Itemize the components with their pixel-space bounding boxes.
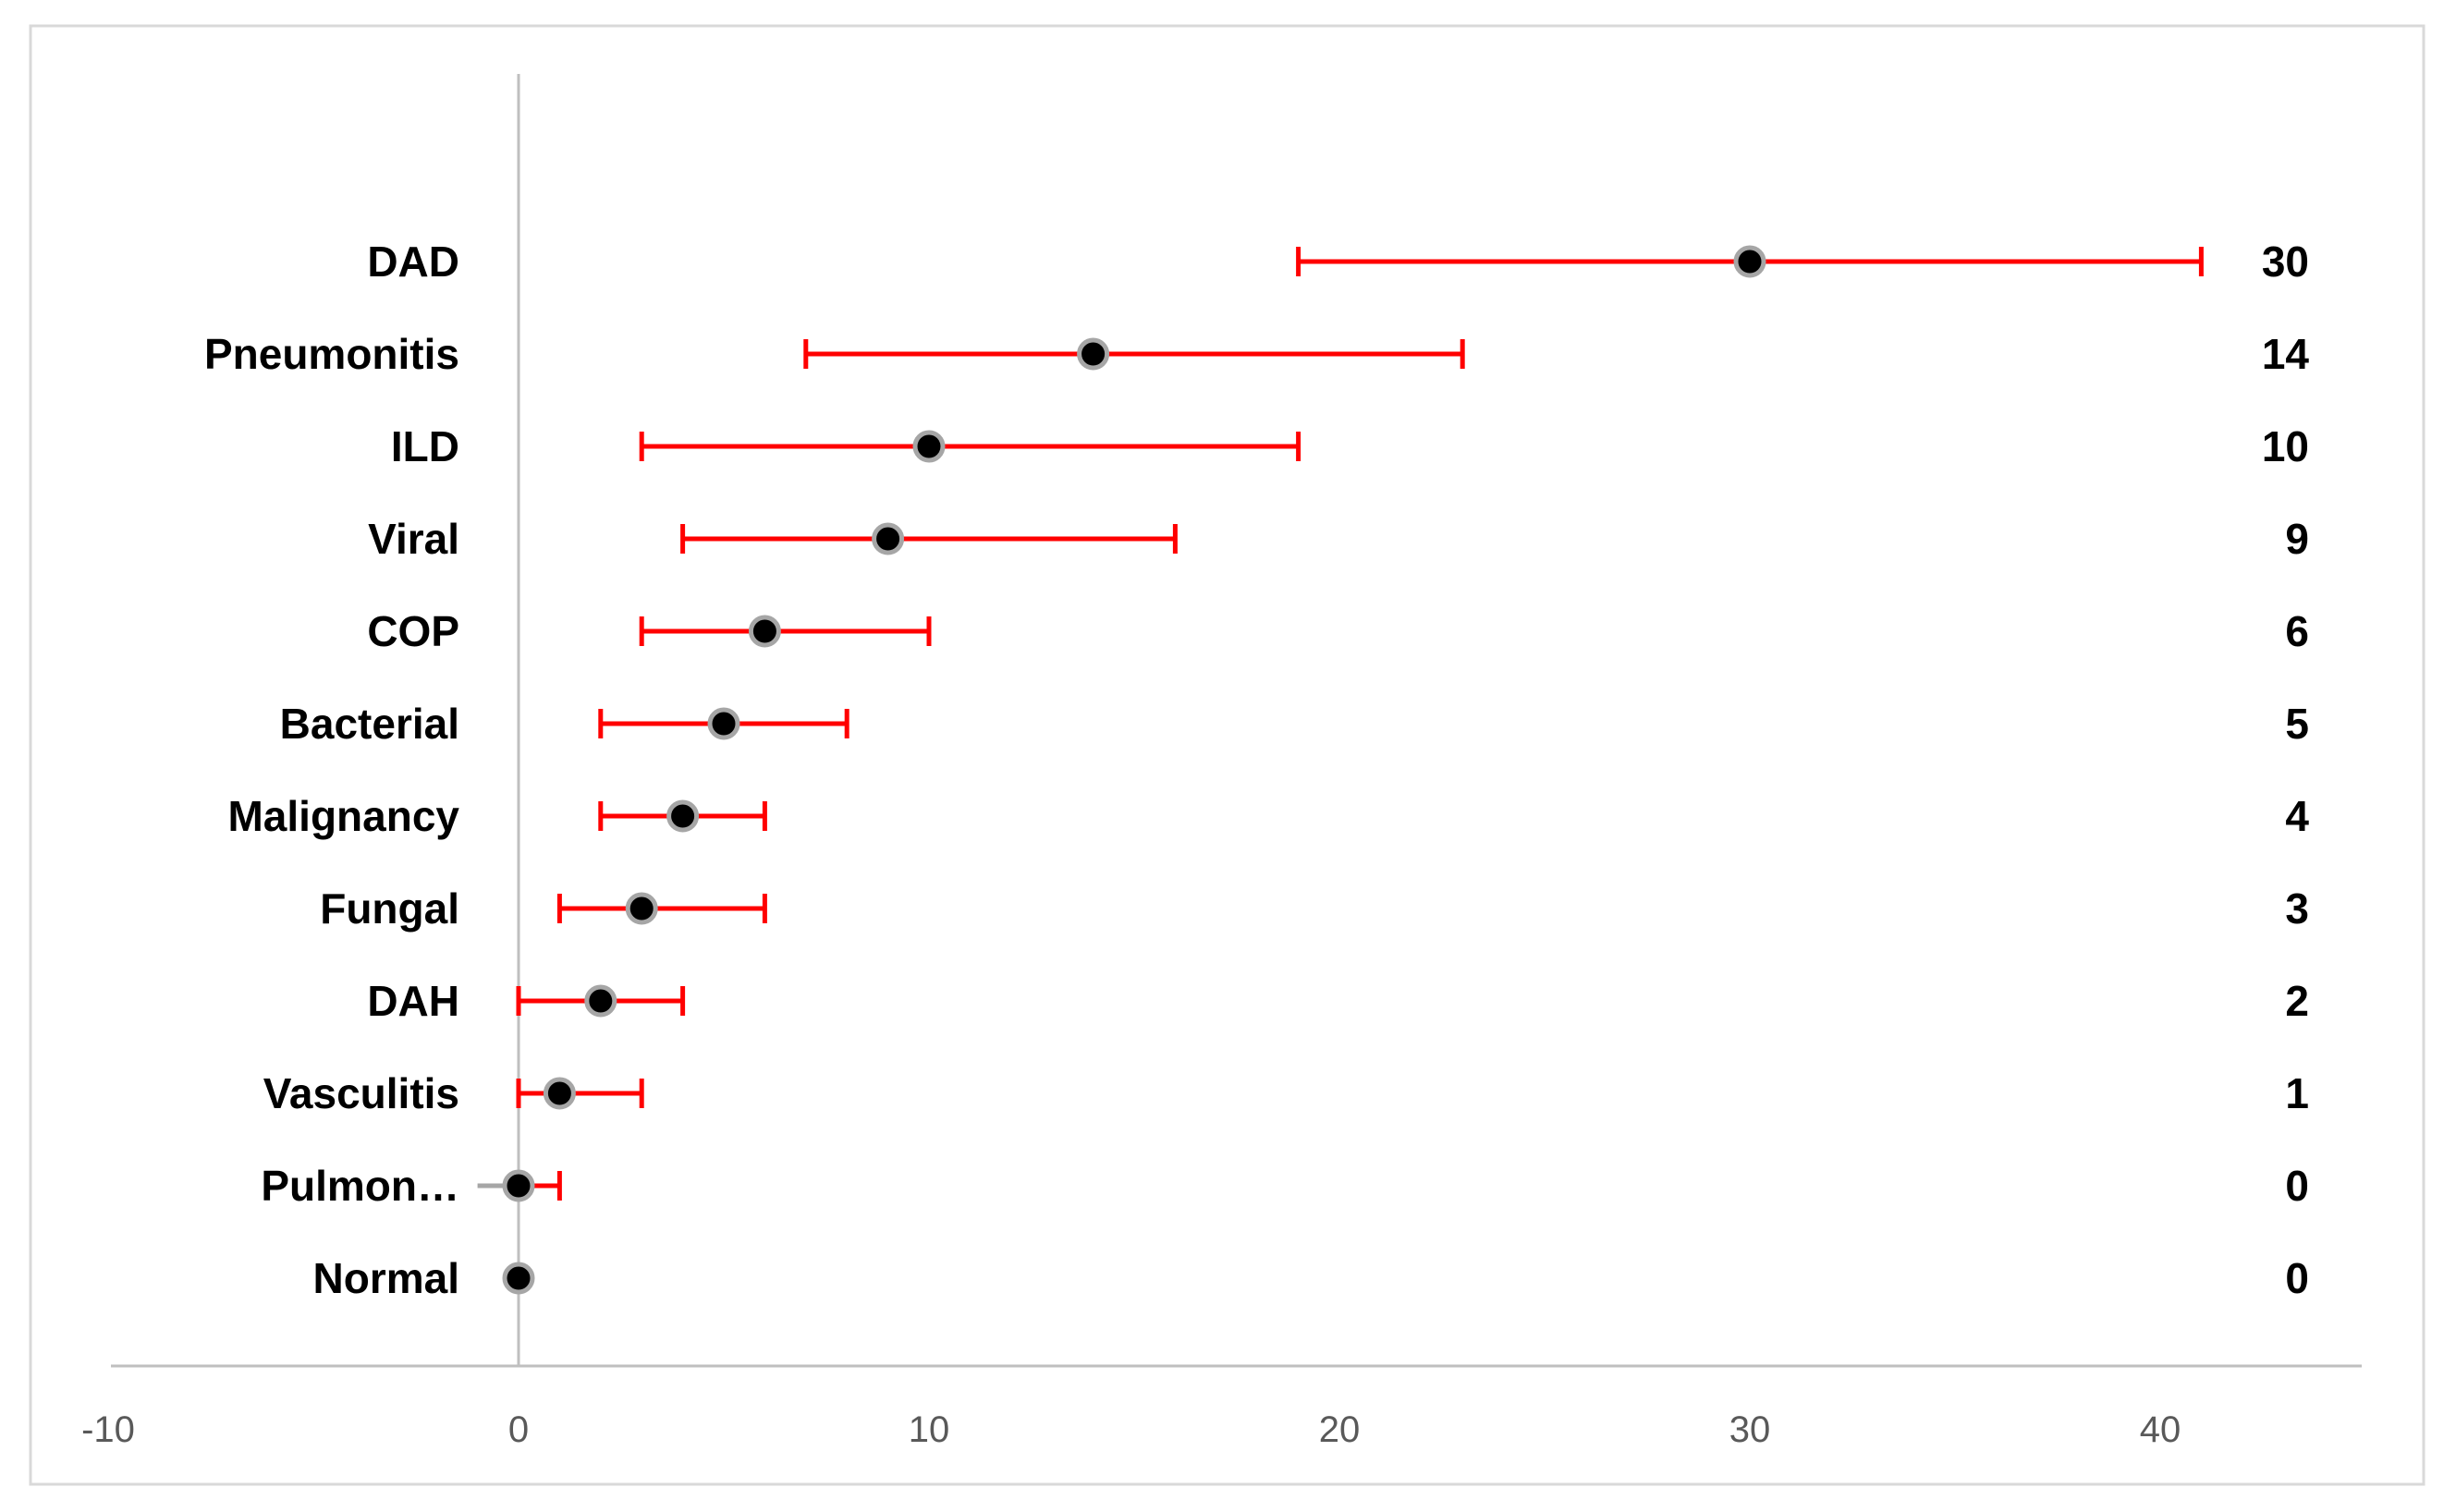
value-label: 4 [2285,792,2309,840]
data-point-marker [748,615,781,648]
data-point-marker [502,1262,535,1295]
data-point-marker [872,522,905,555]
category-label: Pneumonitis [204,330,459,378]
category-label: Pulmon… [261,1162,459,1210]
category-label: DAH [367,977,459,1025]
value-label: 1 [2285,1069,2309,1117]
value-label: 6 [2285,607,2309,655]
data-point-marker [584,984,617,1018]
x-tick-label: 30 [1729,1409,1771,1450]
category-label: Normal [313,1254,459,1302]
data-point-marker [1733,245,1766,278]
x-tick-label: 10 [909,1409,950,1450]
x-tick-label: -10 [81,1409,135,1450]
marker-layer [502,245,1766,1295]
data-point-marker [1077,337,1110,371]
x-tick-label: 0 [508,1409,529,1450]
data-point-marker [707,707,740,740]
category-label: Vasculitis [263,1069,459,1117]
value-label: 5 [2285,700,2309,748]
data-point-marker [502,1169,535,1202]
category-label: ILD [391,422,459,470]
data-point-marker [666,799,700,833]
x-tick-label: 20 [1319,1409,1361,1450]
category-label: Malignancy [227,792,459,840]
category-label: Bacterial [280,700,459,748]
value-label: 30 [2262,238,2309,286]
value-label: 0 [2285,1162,2309,1210]
value-label: 10 [2262,422,2309,470]
axis-layer: -10 0 10 20 30 40 [81,74,2362,1450]
value-label: 3 [2285,884,2309,933]
value-label: 14 [2262,330,2310,378]
data-point-marker [625,892,658,925]
value-label: 2 [2285,977,2309,1025]
category-label: COP [367,607,459,655]
chart-frame [29,24,2425,1486]
value-label: 0 [2285,1254,2309,1302]
category-label: Viral [368,515,459,563]
x-tick-label: 40 [2140,1409,2181,1450]
errorbar-layer [477,247,2204,1201]
category-label: DAD [367,238,459,286]
category-label: Fungal [320,884,459,933]
value-label: 9 [2285,515,2309,563]
data-point-marker [543,1077,576,1110]
data-point-marker [912,430,946,463]
